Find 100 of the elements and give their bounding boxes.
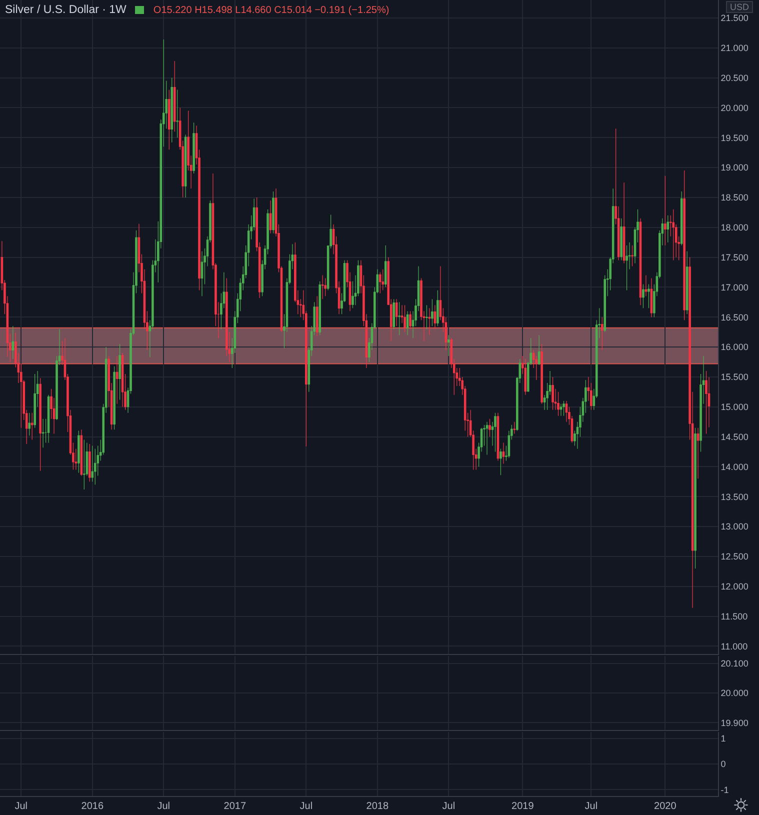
candlestick (176, 89, 178, 138)
candlestick (316, 296, 318, 337)
y-tick-label: 20.100 (720, 658, 748, 669)
candlestick (666, 215, 670, 243)
candlestick (384, 245, 387, 288)
candlestick (30, 412, 34, 440)
candlestick (562, 400, 565, 416)
candlestick (170, 77, 174, 143)
candlestick (683, 170, 686, 320)
candlestick (409, 310, 412, 330)
candlestick (436, 290, 439, 326)
y-tick-label: 19.000 (720, 162, 748, 173)
y-tick-label: 21.500 (720, 13, 748, 24)
candlestick (34, 374, 36, 428)
candlestick (502, 442, 505, 464)
y-tick-label: 16.000 (720, 342, 748, 352)
y-tick-label: 14.500 (720, 432, 748, 442)
y-tick-label: 20.000 (720, 688, 748, 698)
candlestick (448, 334, 450, 356)
x-tick-label: 2017 (224, 801, 246, 812)
x-tick-label: Jul (442, 801, 456, 812)
candlestick (705, 370, 708, 434)
chart-title: Silver / U.S. Dollar · 1W (5, 4, 126, 16)
candlestick (642, 284, 644, 308)
candlestick (80, 429, 83, 476)
candlestick (28, 412, 31, 436)
candlestick (648, 284, 650, 308)
candlestick (395, 298, 398, 326)
y-tick-label: 0 (720, 759, 726, 770)
candlestick (560, 404, 562, 416)
y-tick-label: 14.000 (720, 462, 748, 472)
y-tick-label: 12.000 (720, 582, 748, 592)
candlestick (404, 304, 406, 332)
candlestick (428, 308, 431, 336)
candlestick (398, 302, 400, 336)
candlestick (269, 200, 272, 234)
y-tick-label: -1 (720, 784, 729, 795)
candlestick (426, 304, 428, 330)
candlestick (392, 298, 395, 330)
y-tick-label: 18.500 (720, 192, 748, 203)
x-tick-label: Jul (157, 801, 170, 812)
candlestick (200, 251, 204, 296)
candlestick (696, 428, 700, 479)
candlestick (524, 358, 527, 396)
y-tick-label: 20.500 (720, 72, 748, 83)
candlestick (272, 191, 274, 234)
y-tick-label: 18.000 (720, 222, 748, 233)
candlestick (557, 392, 560, 416)
candlestick (513, 422, 516, 434)
y-tick-label: 12.500 (720, 552, 748, 562)
candlestick (538, 334, 540, 366)
candlestick (78, 430, 80, 473)
candlestick (324, 278, 326, 296)
candlestick (91, 445, 94, 482)
candlestick (173, 60, 176, 132)
candlestick (118, 344, 121, 400)
candlestick (12, 326, 14, 360)
candlestick (672, 209, 675, 261)
y-tick-label: 21.000 (720, 43, 748, 54)
y-tick-label: 13.500 (720, 492, 748, 502)
x-tick-label: 2019 (512, 801, 534, 812)
candlestick (644, 274, 648, 296)
candlestick (88, 444, 91, 482)
y-tick-label: 15.000 (720, 402, 748, 412)
y-tick-label: 1 (720, 734, 726, 744)
candlestick (116, 356, 118, 404)
candlestick (639, 218, 642, 306)
candlestick (494, 412, 496, 452)
y-tick-label: 20.000 (720, 102, 748, 113)
y-tick-label: 11.000 (720, 641, 748, 652)
y-tick-label: 15.500 (720, 372, 748, 382)
y-tick-label: 16.500 (720, 312, 748, 322)
candlestick (318, 280, 321, 336)
candlestick (680, 191, 683, 246)
candlestick (686, 251, 688, 314)
candlestick (434, 304, 436, 330)
candlestick (83, 439, 86, 490)
candlestick (321, 274, 324, 300)
candlestick (650, 278, 653, 318)
candlestick (664, 176, 666, 246)
candlestick (631, 245, 634, 267)
y-tick-label: 11.500 (720, 611, 748, 622)
candlestick (192, 122, 195, 174)
candlestick (540, 344, 543, 404)
candlestick (42, 418, 44, 448)
candlestick (626, 245, 628, 290)
candlestick (47, 394, 50, 444)
candlestick (496, 412, 500, 462)
candlestick (113, 366, 116, 430)
candlestick (488, 418, 491, 438)
candlestick (406, 310, 409, 336)
candlestick (486, 422, 488, 456)
candlestick (565, 400, 568, 422)
candlestick (500, 448, 502, 476)
y-tick-label: 13.000 (720, 522, 748, 532)
y-tick-label: 19.900 (720, 718, 748, 728)
x-tick-label: 2016 (81, 801, 104, 812)
candlestick (168, 89, 170, 150)
candlestick (431, 298, 434, 326)
candlestick (184, 134, 187, 198)
